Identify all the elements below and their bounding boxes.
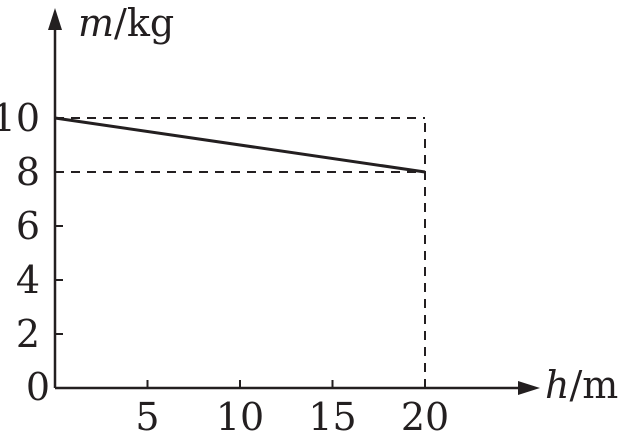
x-tick-label: 15 <box>308 395 356 435</box>
reference-lines <box>55 117 426 388</box>
x-axis-unit: /m <box>569 363 618 407</box>
x-tick-label: 5 <box>135 395 159 435</box>
x-ticks: 5 10 15 20 <box>135 380 449 435</box>
y-axis-arrow <box>48 8 62 30</box>
y-tick-label: 2 <box>16 312 40 356</box>
origin-label: 0 <box>26 365 50 409</box>
y-axis-unit: /kg <box>114 1 174 45</box>
y-tick-label: 4 <box>16 258 40 302</box>
series <box>54 116 426 174</box>
y-axis-symbol: m <box>78 1 114 45</box>
y-tick-label: 8 <box>16 150 40 194</box>
y-ticks: 2 4 6 8 10 <box>0 96 63 356</box>
y-tick-label: 10 <box>0 96 40 140</box>
series-line <box>54 116 426 174</box>
y-axis-title: m/kg <box>78 1 174 45</box>
x-tick-label: 10 <box>216 395 264 435</box>
x-axis-arrow <box>518 381 540 395</box>
x-tick-label: 20 <box>401 395 449 435</box>
x-axis-title: h/m <box>545 363 618 407</box>
y-tick-label: 6 <box>16 204 40 248</box>
x-axis-symbol: h <box>545 363 569 407</box>
